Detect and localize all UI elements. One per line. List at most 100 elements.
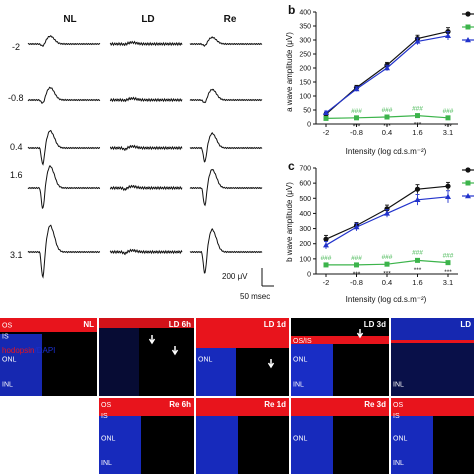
significance-mark: *** [383, 123, 391, 130]
chart-c-plot: 0 100 200 300 400 500 600 700 -2 -0.8 0.4 1.6 3.1 ***… [299, 166, 474, 287]
micrograph-label: LD 1d [264, 320, 286, 329]
micrograph-label: Re 6h [169, 400, 191, 409]
os-layer-stain [99, 398, 194, 416]
significance-mark: ### [382, 107, 393, 114]
chart-c-ylabel: b wave amplitude (μV) [285, 182, 294, 262]
significance-mark: *** [353, 271, 361, 278]
os-layer-stain [391, 340, 474, 343]
os-layer-stain [0, 318, 97, 332]
os-layer-stain [99, 318, 194, 328]
significance-mark: ### [351, 255, 362, 262]
significance-mark: *** [353, 124, 361, 131]
erg-trace-group [27, 34, 263, 279]
data-point [414, 38, 421, 44]
data-point [354, 262, 359, 268]
layer-label: OS [2, 322, 12, 329]
y-tick-label: 400 [299, 211, 311, 218]
stain-legend: hodopsin/DAPI [2, 346, 55, 355]
panel-label-c: c [288, 159, 295, 173]
onl-layer-stain [391, 343, 474, 396]
layer-label: ONL [293, 436, 308, 443]
data-point [445, 260, 451, 266]
data-point [353, 86, 360, 92]
data-point [323, 242, 329, 248]
erg-trace [27, 129, 101, 166]
y-tick-label: 200 [299, 66, 311, 73]
onl-layer-stain [196, 416, 238, 474]
data-point [384, 114, 390, 120]
onl-layer-stain [99, 416, 141, 474]
damage-arrow [356, 329, 364, 339]
data-point [414, 186, 421, 192]
onl-layer-stain [0, 334, 42, 396]
x-tick-label: 0.4 [382, 278, 392, 287]
data-point [445, 32, 451, 38]
significance-mark: ### [382, 254, 393, 261]
data-point [384, 261, 390, 267]
layer-label: INL [393, 382, 404, 389]
erg-trace [27, 224, 101, 279]
y-tick-label: 600 [299, 181, 311, 188]
data-point [384, 206, 390, 212]
erg-trace [109, 248, 183, 256]
x-tick-label: 0.4 [382, 128, 392, 137]
legend-marker [465, 167, 471, 173]
significance-mark: ### [443, 108, 454, 115]
erg-column-ld: LD [141, 14, 154, 25]
y-tick-label: 100 [299, 94, 311, 101]
data-point [354, 115, 359, 121]
legend-marker [465, 180, 471, 186]
legend-marker [465, 193, 471, 199]
erg-row-label: -0.8 [8, 93, 24, 103]
significance-mark: ### [351, 108, 362, 115]
x-tick-label: -2 [323, 128, 330, 137]
y-tick-label: 400 [299, 10, 311, 17]
x-tick-label: -0.8 [350, 128, 363, 137]
data-point [384, 210, 390, 216]
erg-trace [189, 131, 263, 163]
legend-marker [465, 24, 471, 30]
micrograph-label: NL [83, 320, 94, 329]
legend-marker [465, 11, 471, 17]
x-tick-label: -0.8 [350, 278, 363, 287]
significance-mark: ### [443, 252, 454, 259]
micrograph-label: LD [460, 320, 471, 329]
data-point [384, 65, 390, 71]
layer-label: INL [293, 382, 304, 389]
significance-mark: *** [414, 267, 422, 274]
y-tick-label: 150 [299, 80, 311, 87]
erg-trace [109, 40, 183, 47]
onl-layer-stain [391, 416, 433, 474]
x-tick-label: 3.1 [443, 278, 453, 287]
data-point [323, 262, 329, 268]
erg-trace [189, 36, 263, 47]
layer-label: ONL [2, 357, 17, 364]
chart-b: b 0 50 100 150 200 250 300 350 400 -2 -0.8 0.4 1.6 3.… [285, 3, 474, 156]
layer-label: OS [101, 402, 111, 409]
data-point [445, 193, 451, 199]
x-tick-label: 1.6 [412, 128, 422, 137]
y-tick-label: 350 [299, 24, 311, 31]
x-tick-label: -2 [323, 278, 330, 287]
micrograph-label: Re 1d [264, 400, 286, 409]
layer-label: IS [101, 413, 108, 420]
significance-mark: ### [321, 255, 332, 262]
erg-row-label: 0.4 [10, 142, 23, 152]
chart-b-xlabel: Intensity (log cd.s.m⁻²) [346, 147, 427, 156]
data-point [323, 236, 329, 242]
panel-label-b: b [288, 3, 295, 17]
os-layer-stain [196, 398, 289, 416]
y-tick-label: 200 [299, 241, 311, 248]
x-tick-label: 3.1 [443, 128, 453, 137]
erg-traces-panel: NL LD Re -2 -0.8 0.4 1.6 3.1 200 μV 50 m… [8, 14, 274, 301]
layer-label: INL [101, 460, 112, 467]
micrograph-panel: NL OS IS ONL INL LD 6h LD 1d ONL LD 3d OS/IS ONL IN… [0, 316, 474, 474]
onl-layer-stain [291, 344, 333, 396]
chart-c: c 0 100 200 300 400 500 600 700 -2 -0.8 0.4 1.6 3.1 *… [285, 159, 474, 304]
x-tick-label: 1.6 [412, 278, 422, 287]
micrograph-tiles: NL OS IS ONL INL LD 6h LD 1d ONL LD 3d OS/IS ONL IN… [0, 318, 474, 474]
os-layer-stain [196, 318, 289, 348]
y-tick-label: 300 [299, 38, 311, 45]
os-layer-stain [391, 398, 474, 416]
